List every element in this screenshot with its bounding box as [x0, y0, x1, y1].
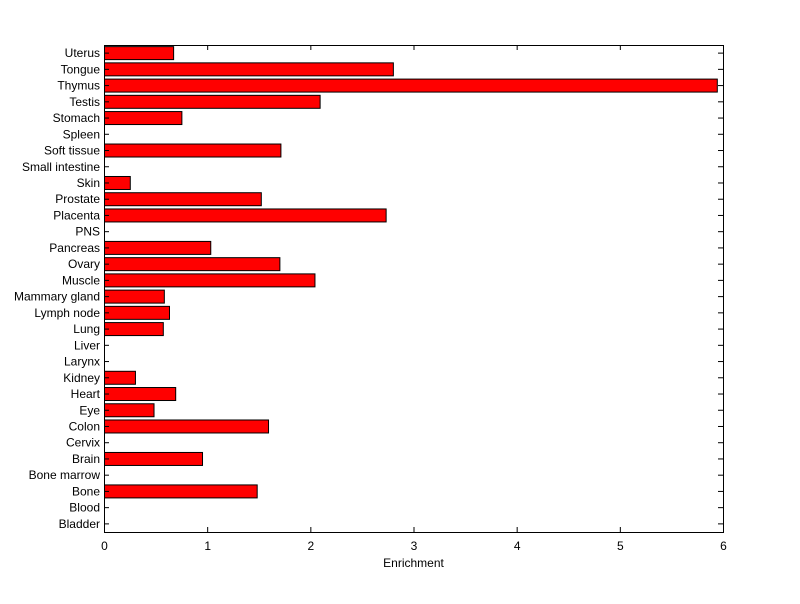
- bar-colon: [104, 419, 270, 434]
- y-tick-label-heart: Heart: [71, 387, 101, 401]
- y-tick-label-cervix: Cervix: [66, 436, 100, 450]
- bar-uterus: [104, 46, 175, 61]
- x-tick-labels: 0 1 2 3 4 5 6: [101, 539, 727, 553]
- x-tick-label-6: 6: [720, 539, 727, 553]
- x-tick-label-5: 5: [617, 539, 624, 553]
- x-tick-label-1: 1: [204, 539, 211, 553]
- y-tick-label-ovary: Ovary: [68, 257, 100, 271]
- y-tick-labels: Uterus Tongue Thymus Testis Stomach Spleen Sof…: [14, 46, 101, 531]
- plot-area-frame: [104, 45, 724, 533]
- y-tick-label-placenta: Placenta: [53, 208, 100, 222]
- y-tick-label-larynx: Larynx: [64, 355, 100, 369]
- bar-brain: [104, 451, 204, 466]
- x-tick-label-0: 0: [101, 539, 108, 553]
- bar-stomach: [104, 111, 183, 126]
- y-tick-label-brain: Brain: [72, 452, 100, 466]
- bar-prostate: [104, 192, 262, 207]
- bar-muscle: [104, 273, 316, 288]
- y-tick-label-mammary-gland: Mammary gland: [14, 290, 100, 304]
- x-axis-label: Enrichment: [383, 556, 444, 570]
- y-tick-label-prostate: Prostate: [55, 192, 100, 206]
- y-tick-label-kidney: Kidney: [63, 371, 100, 385]
- y-tick-label-stomach: Stomach: [53, 111, 100, 125]
- y-tick-label-small-intestine: Small intestine: [22, 160, 100, 174]
- bar-mammary-gland: [104, 289, 165, 304]
- y-tick-label-bladder: Bladder: [59, 517, 100, 531]
- y-tick-label-testis: Testis: [69, 95, 100, 109]
- x-tick-label-2: 2: [307, 539, 314, 553]
- bar-testis: [104, 94, 321, 109]
- y-tick-label-spleen: Spleen: [63, 127, 100, 141]
- y-tick-label-bone: Bone: [72, 484, 100, 498]
- bar-eye: [104, 403, 155, 418]
- y-tick-label-tongue: Tongue: [61, 62, 101, 76]
- bar-placenta: [104, 208, 387, 223]
- bars-group: [104, 46, 718, 499]
- y-tick-label-lymph-node: Lymph node: [34, 306, 100, 320]
- y-tick-label-lung: Lung: [73, 322, 100, 336]
- y-tick-label-liver: Liver: [74, 338, 100, 352]
- y-tick-label-skin: Skin: [77, 176, 100, 190]
- bar-bone: [104, 484, 258, 499]
- bar-lung: [104, 322, 164, 337]
- x-tick-label-4: 4: [514, 539, 521, 553]
- y-tick-label-uterus: Uterus: [65, 46, 100, 60]
- bar-lymph-node: [104, 305, 170, 320]
- y-tick-label-blood: Blood: [69, 501, 100, 515]
- x-tick-label-3: 3: [411, 539, 418, 553]
- y-tick-label-muscle: Muscle: [62, 273, 100, 287]
- y-tick-label-thymus: Thymus: [57, 79, 100, 93]
- bar-ovary: [104, 257, 281, 272]
- bar-soft-tissue: [104, 143, 282, 158]
- bar-tongue: [104, 62, 394, 77]
- y-tick-label-pns: PNS: [75, 225, 100, 239]
- bar-kidney: [104, 370, 136, 385]
- y-tick-label-soft-tissue: Soft tissue: [44, 144, 100, 158]
- bar-pancreas: [104, 240, 212, 255]
- y-tick-label-eye: Eye: [79, 403, 100, 417]
- y-tick-label-pancreas: Pancreas: [49, 241, 100, 255]
- y-tick-label-bone-marrow: Bone marrow: [29, 468, 101, 482]
- bar-thymus: [104, 78, 718, 93]
- bar-heart: [104, 387, 177, 402]
- y-tick-label-colon: Colon: [69, 419, 100, 433]
